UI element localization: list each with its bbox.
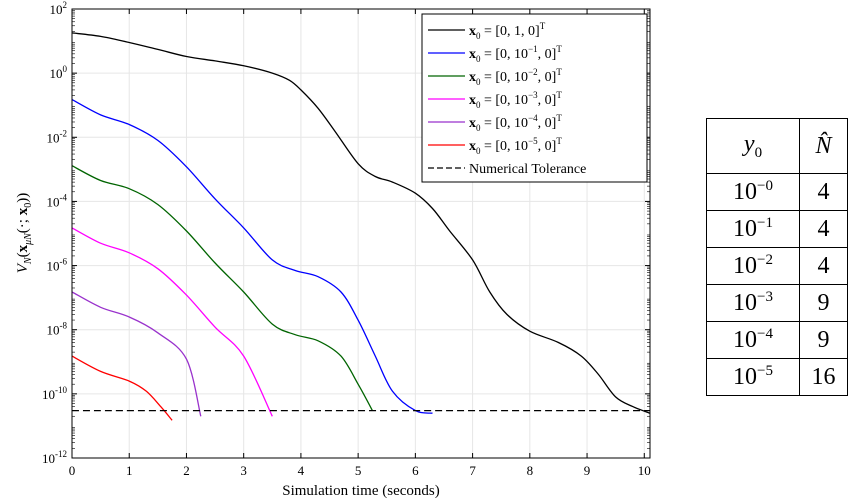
y-tick-label: 10-4 [47,192,68,209]
legend-label: x0 = [0, 10−3, 0]T [469,90,562,110]
x-axis-title: Simulation time (seconds) [282,483,439,499]
series-layer [71,32,651,421]
legend-label: x0 = [0, 10−4, 0]T [469,113,562,133]
y-axis-title: VN(xμN(·; x0)) [15,193,34,273]
plot-frame [71,8,651,459]
legend-label: x0 = [0, 10−5, 0]T [469,136,562,156]
table-cell-y0: 10−3 [706,284,800,322]
x-tick-label: 0 [69,463,76,478]
table-row: 10−1 4 [706,210,848,248]
table-cell-y0: 10−5 [706,358,800,396]
table-cell-nhat: 16 [799,358,848,396]
series-line-3 [71,227,273,417]
x-tick-label: 8 [527,463,534,478]
table-header-nhat: N̂ [799,118,848,174]
y-tick-label: 10-8 [47,321,68,338]
table-row: 10−0 4 [706,173,848,211]
table-row: 10−4 9 [706,321,848,359]
series-line-0 [71,32,651,414]
table-row: 10−3 9 [706,284,848,322]
table-cell-nhat: 4 [799,247,848,285]
line-chart: 0 1 2 3 4 5 6 7 8 9 10 102 100 10-2 10-4 10-6 10-8 10-10 1… [15,0,651,499]
table-row: 10−2 4 [706,247,848,285]
table-header-row: y0 N̂ [706,118,848,174]
x-tick-label: 1 [126,463,133,478]
x-tick-label: 2 [183,463,190,478]
series-line-1 [71,99,433,414]
table-cell-y0: 10−0 [706,173,800,211]
table-cell-nhat: 9 [799,284,848,322]
table-cell-nhat: 9 [799,321,848,359]
table-header-y0: y0 [706,118,800,174]
x-tick-label: 5 [355,463,362,478]
legend-box [421,13,648,183]
x-tick-label: 9 [584,463,591,478]
series-line-5 [71,355,173,421]
table-cell-y0: 10−2 [706,247,800,285]
series-line-2 [71,165,373,411]
legend-label: x0 = [0, 10−2, 0]T [469,67,562,87]
table-cell-nhat: 4 [799,210,848,248]
x-tick-label: 3 [240,463,247,478]
table-row: 10−5 16 [706,358,848,396]
y-tick-label: 102 [50,0,68,17]
table-body: 10−0 4 10−1 4 10−2 4 10−3 9 10−4 9 10−5 16 [706,173,848,396]
y-tick-label: 10-2 [47,128,68,145]
x-tick-label: 7 [469,463,476,478]
horizon-table: y0 N̂ 10−0 4 10−1 4 10−2 4 10−3 9 10−4 9 10−5 16 [706,118,848,396]
y-tick-label: 10-10 [42,385,67,402]
table-cell-nhat: 4 [799,173,848,211]
legend-label: x0 = [0, 10−1, 0]T [469,44,562,64]
y-tick-label: 100 [50,64,68,81]
legend-label: x0 = [0, 1, 0]T [469,21,546,41]
x-tick-label: 4 [298,463,305,478]
legend-label: Numerical Tolerance [469,162,586,177]
legend: x0 = [0, 1, 0]T x0 = [0, 10−1, 0]T x0 = [0… [421,13,648,183]
table-cell-y0: 10−4 [706,321,800,359]
svg-text:VN(xμN(·; x0)): VN(xμN(·; x0)) [15,193,34,273]
y-tick-label: 10-6 [47,257,68,274]
table-cell-y0: 10−1 [706,210,800,248]
series-line-4 [71,291,202,417]
x-tick-label: 6 [412,463,419,478]
y-tick-label: 10-12 [42,449,67,466]
x-tick-label: 10 [638,463,651,478]
